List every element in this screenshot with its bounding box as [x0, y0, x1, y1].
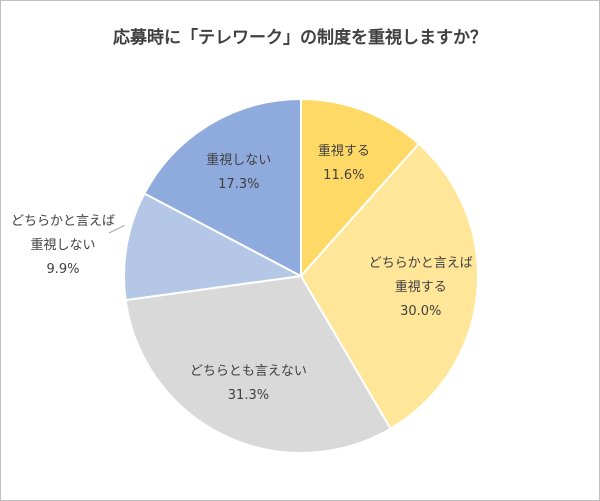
- slice-value: 30.0%: [400, 303, 442, 319]
- slice-value: 11.6%: [323, 167, 365, 183]
- slice-value: 9.9%: [46, 262, 80, 277]
- pie-slice: [299, 142, 479, 431]
- data-label: どちらかと言えば 重視しない 9.9%: [11, 210, 115, 282]
- slice-category: 重視する: [317, 143, 370, 159]
- data-label: どちらかと言えば 重視する 30.0%: [369, 252, 473, 324]
- leader-line: [108, 224, 125, 234]
- slice-category: どちらかと言えば 重視する: [368, 255, 473, 295]
- slice-value: 31.3%: [227, 388, 270, 404]
- pie-slice: [123, 192, 305, 302]
- pie-slice: [124, 274, 392, 454]
- slice-category: どちらとも言えない: [189, 364, 307, 380]
- data-label: 重視する 11.6%: [318, 140, 370, 188]
- chart-title: 応募時に「テレワーク」の制度を重視しますか？: [113, 28, 487, 48]
- slice-value: 17.3%: [218, 176, 260, 192]
- data-label: 重視しない 17.3%: [206, 149, 271, 197]
- pie-slice: [143, 97, 302, 278]
- pie-slice: [300, 97, 421, 279]
- slice-category: 重視しない: [206, 152, 272, 168]
- slice-category: どちらかと言えば 重視しない: [10, 214, 116, 253]
- data-label: どちらとも言えない 31.3%: [190, 360, 307, 408]
